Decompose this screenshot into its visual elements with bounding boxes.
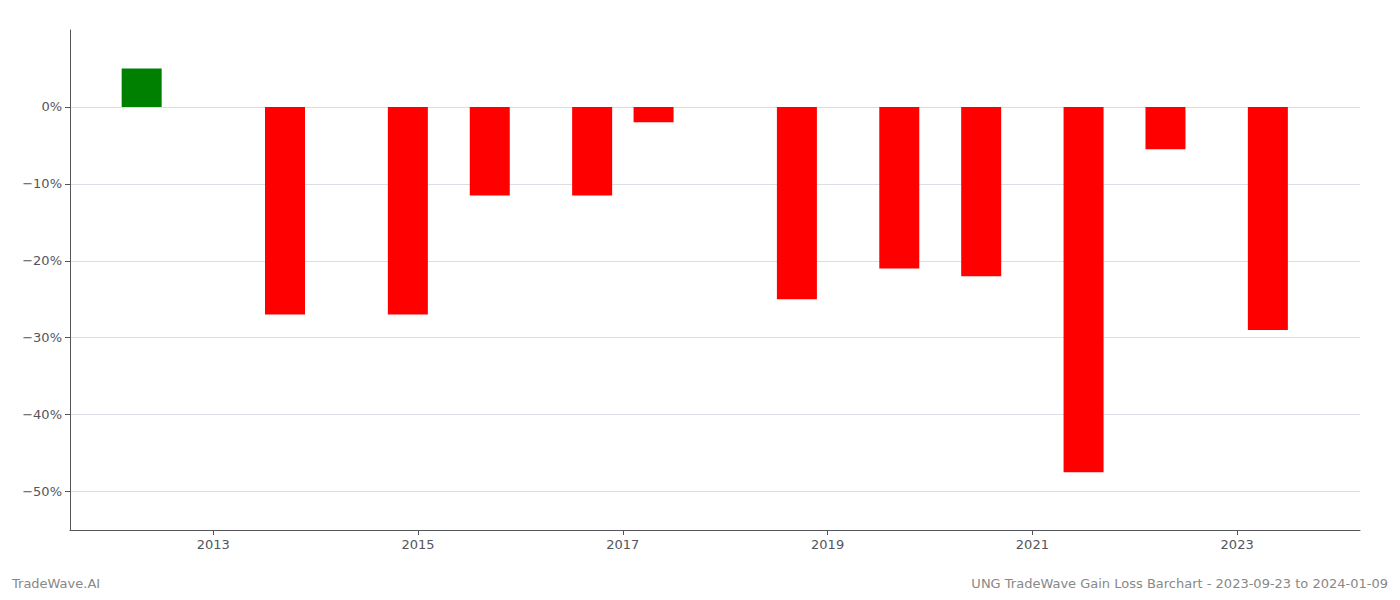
svg-text:−50%: −50% [22,484,62,499]
svg-text:2015: 2015 [402,537,435,552]
svg-text:0%: 0% [41,99,62,114]
svg-text:2017: 2017 [606,537,639,552]
svg-text:−40%: −40% [22,407,62,422]
svg-text:−10%: −10% [22,176,62,191]
svg-text:2023: 2023 [1221,537,1254,552]
svg-text:TradeWave.AI: TradeWave.AI [11,576,100,591]
svg-text:2013: 2013 [197,537,230,552]
svg-text:−20%: −20% [22,253,62,268]
svg-text:2021: 2021 [1016,537,1049,552]
svg-text:−30%: −30% [22,330,62,345]
svg-text:2019: 2019 [811,537,844,552]
svg-text:UNG TradeWave Gain Loss Barcha: UNG TradeWave Gain Loss Barchart - 2023-… [971,576,1388,591]
